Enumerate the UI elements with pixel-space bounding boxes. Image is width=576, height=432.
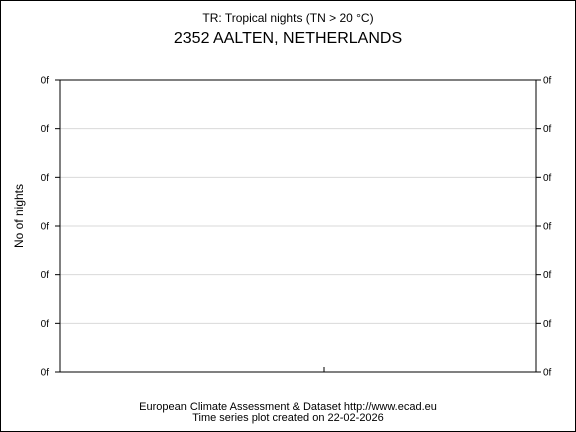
y-tick-label-right: 0f: [543, 368, 552, 379]
plot-area: [59, 79, 537, 373]
y-tick-label-left: 0f: [41, 173, 50, 184]
y-tick-label-left: 0f: [41, 270, 50, 281]
y-tick-labels-left: 0f 0f 0f 0f 0f 0f 0f: [41, 76, 50, 379]
y-tick-label-left: 0f: [41, 368, 50, 379]
footer-source: European Climate Assessment & Dataset ht…: [139, 401, 437, 413]
chart-title: TR: Tropical nights (TN > 20 °C): [202, 11, 373, 25]
y-axis-label: No of nights: [12, 184, 26, 248]
y-tick-label-right: 0f: [543, 270, 552, 281]
y-tick-label-left: 0f: [41, 76, 50, 87]
chart-subtitle: 2352 AALTEN, NETHERLANDS: [174, 30, 402, 47]
y-tick-label-right: 0f: [543, 173, 552, 184]
y-tick-label-left: 0f: [41, 319, 50, 330]
gridlines: [60, 128, 536, 324]
footer-created: Time series plot created on 22-02-2026: [192, 412, 384, 424]
tick-marks: [55, 79, 541, 373]
y-tick-label-left: 0f: [41, 124, 50, 135]
y-tick-label-left: 0f: [41, 222, 50, 233]
y-tick-label-right: 0f: [543, 222, 552, 233]
y-tick-label-right: 0f: [543, 319, 552, 330]
y-tick-label-right: 0f: [543, 76, 552, 87]
y-tick-labels-right: 0f 0f 0f 0f 0f 0f 0f: [543, 76, 552, 379]
y-tick-label-right: 0f: [543, 124, 552, 135]
